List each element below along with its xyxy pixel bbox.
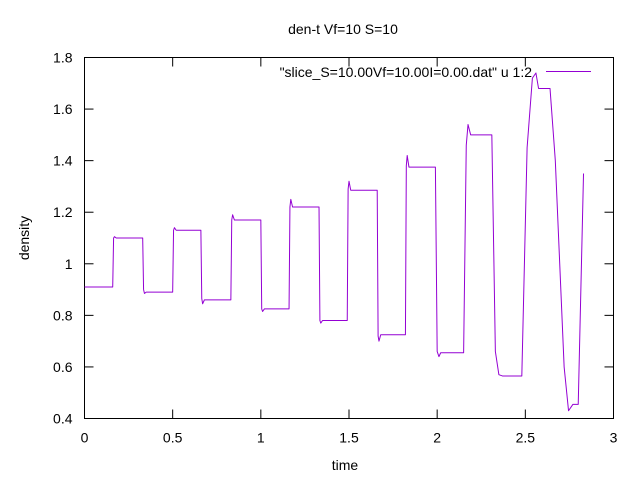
chart-title: den-t Vf=10 S=10 — [288, 21, 398, 37]
y-tick-label: 0.8 — [53, 307, 73, 323]
axis-ticks: 0 0.5 1 1.5 2 2.5 3 0.4 0.6 0.8 1 1.2 1.4 1.6 1.8 — [53, 50, 618, 446]
y-axis-label: density — [16, 216, 32, 260]
x-axis-label: time — [332, 457, 359, 473]
y-tick-label: 0.6 — [53, 359, 73, 375]
y-tick-label: 1 — [65, 256, 73, 272]
y-tick-label: 1.8 — [53, 50, 73, 66]
y-tick-label: 1.6 — [53, 101, 73, 117]
y-tick-label: 0.4 — [53, 411, 73, 427]
x-tick-label: 3 — [610, 430, 618, 446]
x-tick-label: 2.5 — [516, 430, 536, 446]
legend: "slice_S=10.00Vf=10.00I=0.00.dat" u 1:2 — [280, 64, 591, 80]
plot-frame — [84, 57, 614, 419]
x-tick-label: 1.5 — [339, 430, 359, 446]
legend-label: "slice_S=10.00Vf=10.00I=0.00.dat" u 1:2 — [280, 64, 533, 80]
y-tick-label: 1.2 — [53, 204, 73, 220]
series-layer — [84, 72, 585, 412]
series-line-0 — [84, 72, 585, 412]
x-tick-label: 0 — [81, 430, 89, 446]
x-tick-label: 1 — [257, 430, 265, 446]
y-tick-label: 1.4 — [53, 153, 73, 169]
x-tick-label: 0.5 — [163, 430, 183, 446]
x-tick-label: 2 — [433, 430, 441, 446]
